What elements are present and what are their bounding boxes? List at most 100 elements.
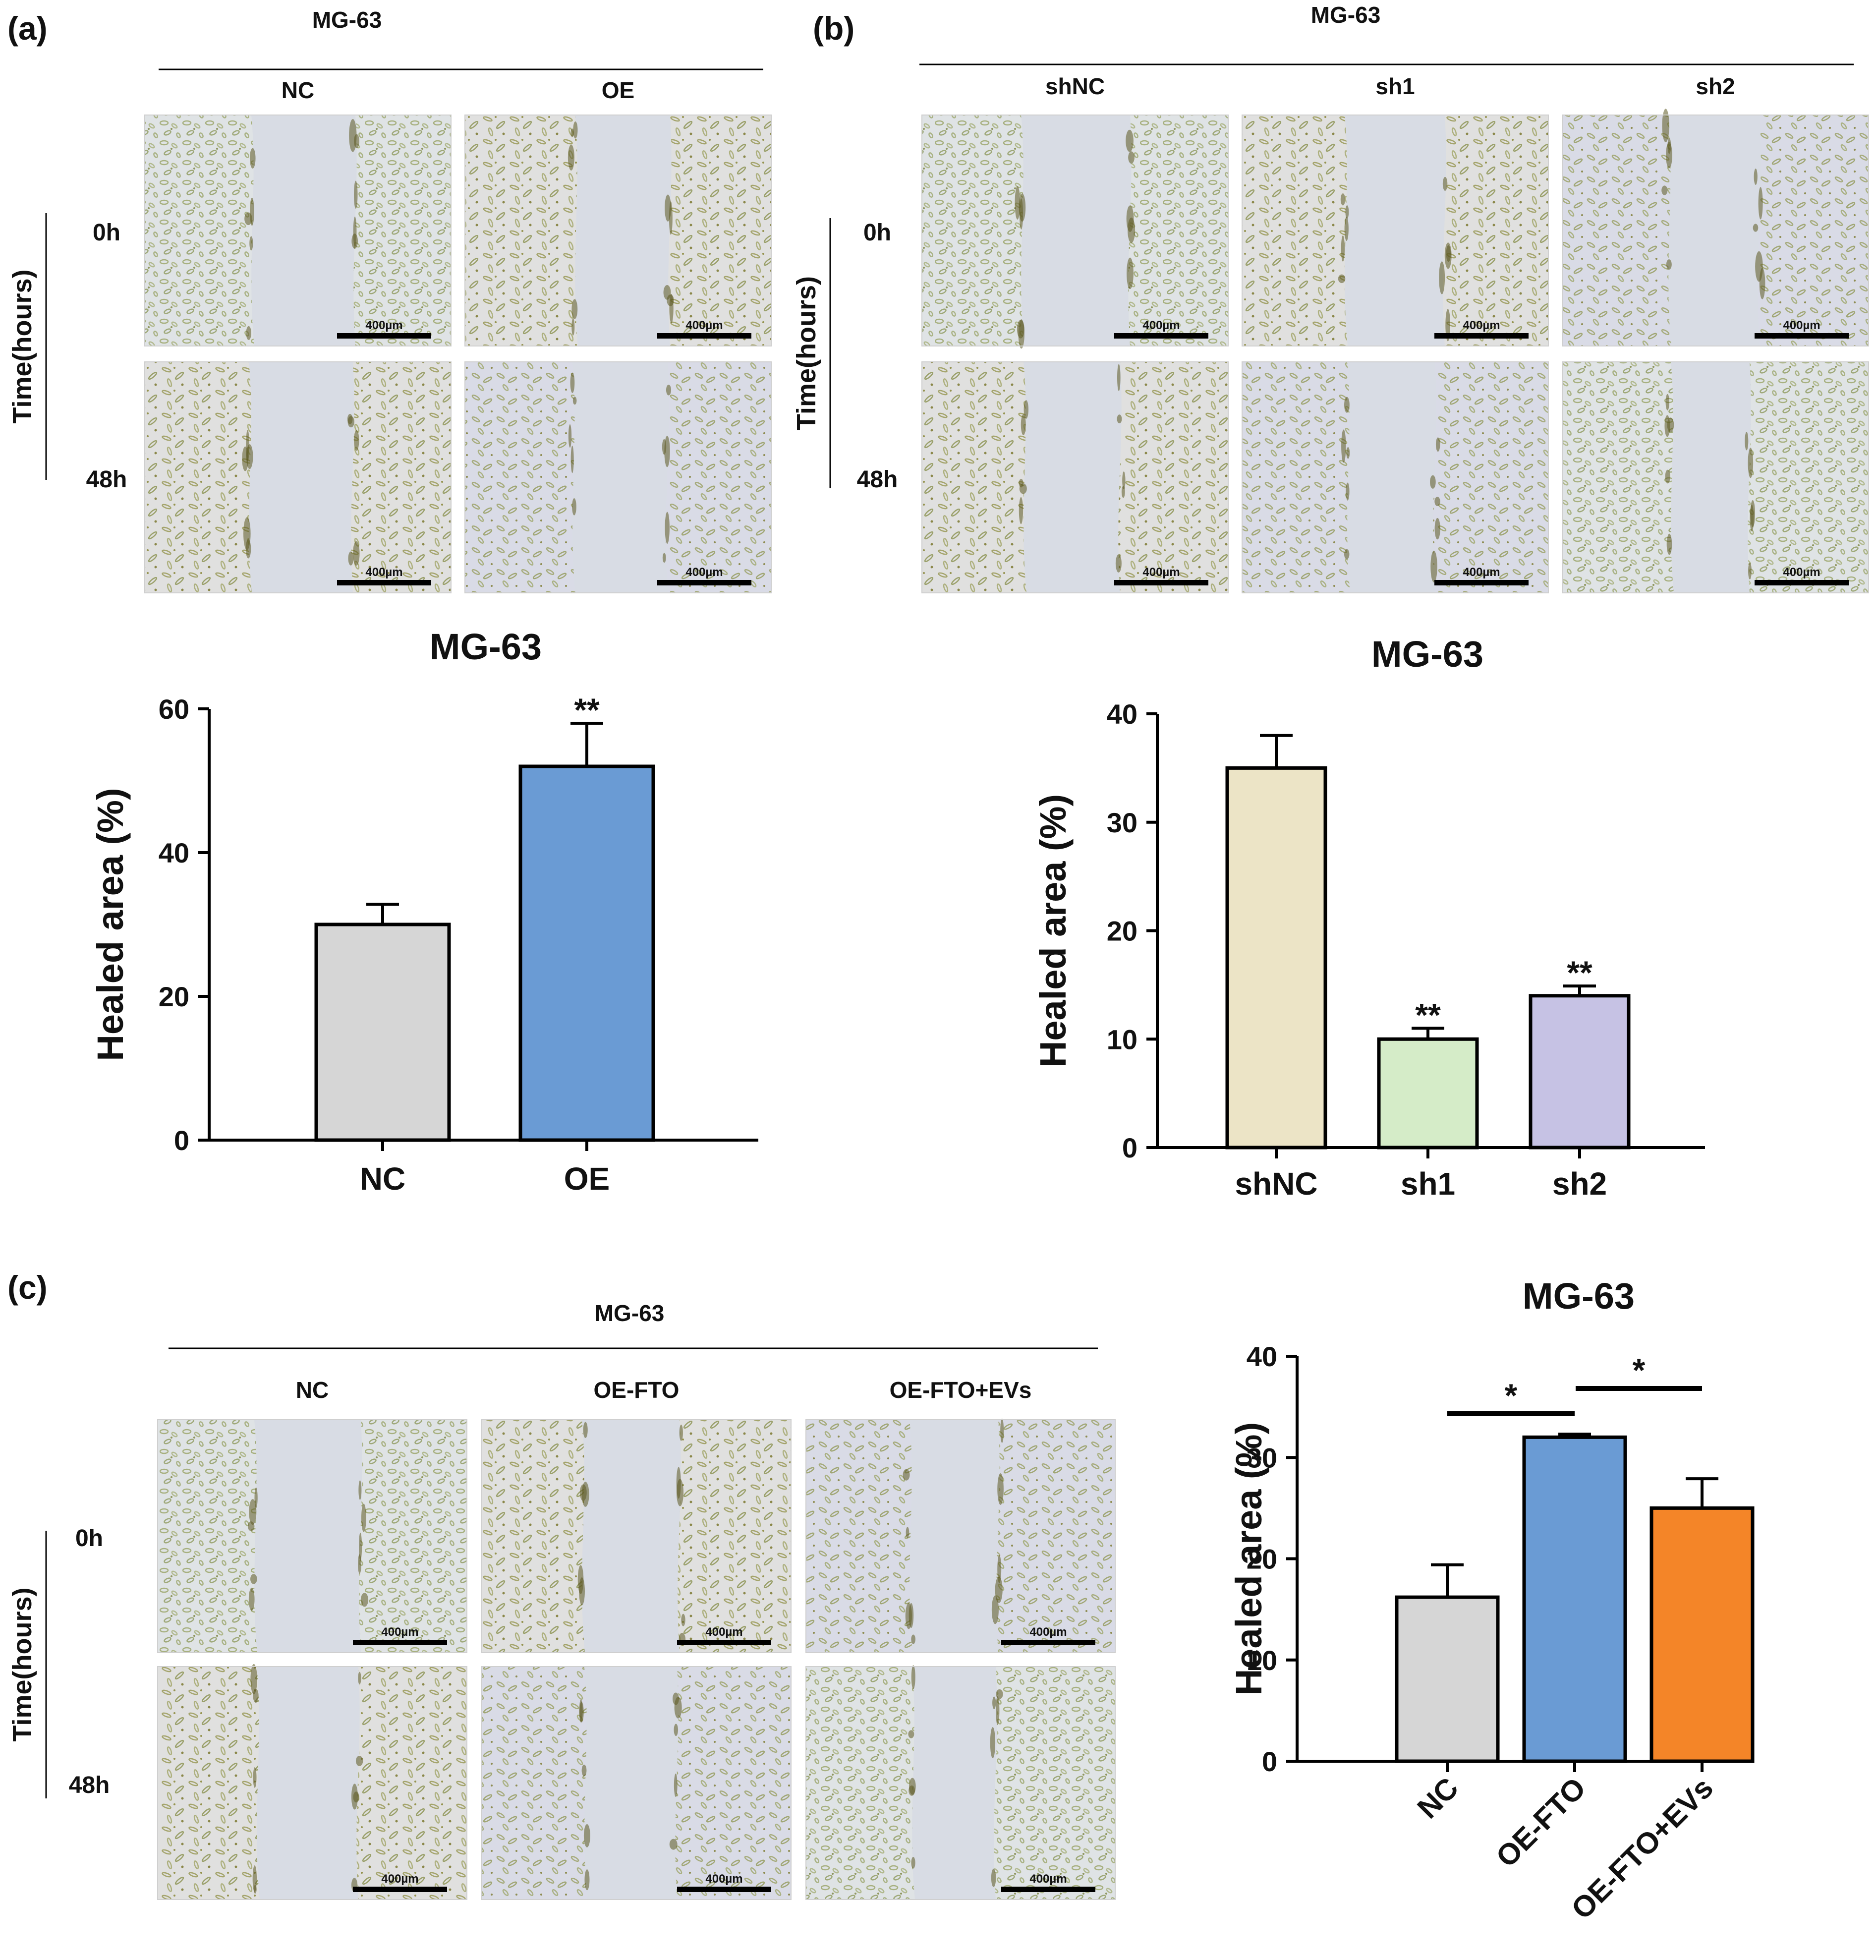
cell-debris — [568, 144, 574, 171]
scratch-gap — [251, 115, 357, 346]
x-tick-label-1: OE — [564, 1161, 610, 1197]
y-tick-label: 0 — [174, 1125, 189, 1156]
group-label-0: shNC — [1045, 73, 1105, 99]
cell-debris — [1434, 497, 1440, 507]
cell-debris — [243, 517, 251, 550]
micrograph-NC-48h: 400µm — [144, 361, 452, 593]
image-frame — [481, 1666, 792, 1900]
cell-debris — [911, 1857, 915, 1869]
scratch-gap — [257, 1667, 360, 1900]
scale-bar — [1001, 1640, 1095, 1645]
cell-debris — [1442, 176, 1448, 191]
image-frame — [144, 361, 452, 593]
cell-debris — [249, 1499, 257, 1525]
scale-bar — [657, 333, 751, 339]
group-label-2: OE-FTO+EVs — [890, 1377, 1032, 1403]
x-tick-label-1: sh1 — [1401, 1166, 1455, 1202]
cell-debris — [1018, 319, 1024, 349]
cell-debris — [568, 424, 572, 448]
image-frame — [144, 115, 452, 346]
cell-debris — [1344, 397, 1350, 413]
micrograph-NC-0h: 400µm — [144, 115, 452, 346]
image-frame — [921, 361, 1229, 593]
cell-debris — [1665, 469, 1670, 484]
significance-OE: ** — [574, 692, 600, 728]
scratch-gap — [575, 115, 672, 346]
cell-debris — [1346, 482, 1350, 501]
scale-bar-label: 400µm — [685, 319, 723, 332]
cell-debris — [674, 1773, 678, 1797]
cell-debris — [354, 430, 359, 451]
cell-debris — [1126, 129, 1134, 152]
y-axis-label: Healed area (%) — [90, 788, 131, 1061]
scale-bar — [353, 1887, 447, 1892]
cell-debris — [249, 148, 256, 169]
scale-bar-label: 400µm — [381, 1872, 418, 1886]
scale-bar-label: 400µm — [365, 319, 402, 332]
cell-debris — [991, 1595, 999, 1624]
image-frame — [1242, 361, 1549, 593]
cell-debris — [361, 1503, 366, 1532]
cell-debris — [681, 1614, 685, 1626]
cell-debris — [911, 1665, 915, 1689]
image-frame — [1242, 115, 1549, 346]
cell-debris — [1745, 432, 1749, 451]
cell-debris — [1748, 562, 1752, 579]
cell-debris — [1344, 217, 1349, 241]
cell-debris — [1128, 151, 1135, 164]
cell-debris — [1019, 483, 1027, 494]
cell-debris — [249, 236, 253, 251]
time-label-0h: 0h — [863, 220, 891, 246]
scratch-gap — [254, 1420, 362, 1653]
panel-label-b: (b) — [813, 10, 854, 47]
significance-sh2: ** — [1567, 954, 1592, 991]
cell-debris — [248, 1587, 255, 1611]
scale-bar — [1434, 580, 1529, 585]
bar-sh1 — [1377, 1037, 1479, 1150]
cell-debris — [246, 326, 251, 340]
cell-debris — [992, 1696, 996, 1709]
image-frame — [805, 1666, 1116, 1900]
panel-label-c: (c) — [7, 1269, 48, 1306]
scratch-gap — [1345, 115, 1446, 346]
scratch-gap — [1671, 362, 1751, 593]
micrograph-OE-FTO+EVs-0h: 400µm — [805, 1418, 1116, 1653]
cell-debris — [1666, 259, 1672, 270]
scale-bar-label: 400µm — [685, 566, 723, 579]
scale-bar — [353, 1640, 447, 1645]
x-tick-label-0: shNC — [1235, 1166, 1317, 1202]
cell-debris — [995, 1576, 1003, 1604]
cell-debris — [906, 1527, 910, 1538]
micrograph-NC-0h: 400µm — [157, 1419, 467, 1653]
cell-debris — [905, 1603, 912, 1629]
cell-debris — [579, 1484, 587, 1501]
cell-debris — [358, 1480, 362, 1500]
scale-bar — [1114, 333, 1208, 339]
cell-debris — [1666, 533, 1672, 555]
scale-bar — [1755, 333, 1849, 339]
scale-bar — [677, 1640, 771, 1645]
cell-debris — [1434, 518, 1440, 540]
cell-debris — [353, 180, 358, 209]
y-tick-label: 20 — [1107, 916, 1137, 947]
cell-debris — [1753, 224, 1759, 232]
x-tick-label-0: NC — [1411, 1771, 1465, 1825]
cell-debris — [991, 1868, 996, 1887]
cell-debris — [664, 436, 670, 467]
scratch-gap — [910, 1420, 1000, 1653]
cell-debris — [1019, 497, 1023, 524]
y-axis-label: Healed area (%) — [1228, 1422, 1269, 1695]
cell-debris — [253, 1885, 257, 1894]
cell-debris — [577, 1565, 584, 1594]
y-axis-label: Healed area (%) — [1032, 794, 1074, 1067]
cell-debris — [908, 1730, 914, 1738]
image-frame — [481, 1419, 792, 1653]
cell-debris — [1666, 142, 1672, 169]
time-label-48h: 48h — [69, 1772, 110, 1798]
scale-bar — [677, 1887, 771, 1892]
cell-debris — [572, 498, 576, 516]
cell-debris — [667, 294, 674, 306]
micrograph-sh2-0h: 400µm — [1562, 109, 1869, 346]
cell-debris — [1665, 394, 1670, 410]
cell-debris — [669, 1839, 678, 1850]
